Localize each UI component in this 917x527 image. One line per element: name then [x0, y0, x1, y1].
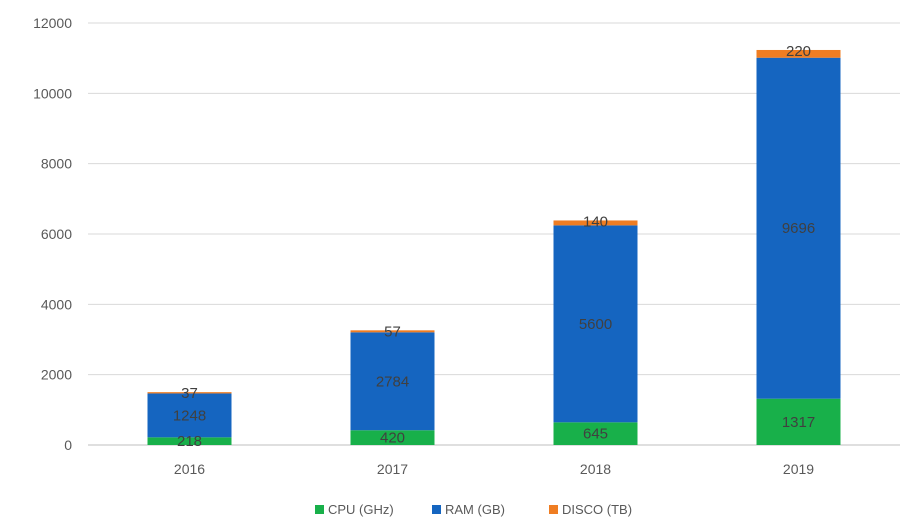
- bar-segment-ram-gb-2017: [350, 332, 435, 431]
- data-label: 140: [583, 213, 608, 230]
- legend-label: RAM (GB): [445, 502, 505, 517]
- y-tick-label: 6000: [41, 226, 72, 242]
- x-tick-label: 2018: [580, 461, 611, 477]
- x-tick-label: 2019: [783, 461, 814, 477]
- bar-segment-ram-gb-2016: [147, 393, 232, 438]
- bar-segment-disco-tb-2018: [553, 220, 638, 226]
- legend-label: DISCO (TB): [562, 502, 632, 517]
- data-label: 420: [380, 430, 405, 447]
- legend-swatch: [315, 505, 324, 514]
- y-tick-label: 0: [64, 437, 72, 453]
- bar-segment-cpu-ghz-2018: [553, 422, 638, 445]
- y-tick-label: 12000: [33, 15, 72, 31]
- x-tick-label: 2017: [377, 461, 408, 477]
- bar-segment-ram-gb-2019: [756, 57, 841, 399]
- y-axis-ticks: 0 2000 4000 6000 8000 10000 12000: [33, 15, 72, 453]
- gridlines: [88, 22, 900, 446]
- data-label: 645: [583, 426, 608, 443]
- legend-swatch: [432, 505, 441, 514]
- data-label: 2784: [376, 373, 409, 390]
- bar-segment-disco-tb-2019: [756, 49, 841, 58]
- bar-segment-cpu-ghz-2017: [350, 430, 435, 445]
- bar-segment-disco-tb-2016: [147, 392, 232, 394]
- bar-segment-cpu-ghz-2019: [756, 398, 841, 445]
- legend-label: CPU (GHz): [328, 502, 394, 517]
- data-label: 37: [181, 385, 198, 402]
- x-tick-label: 2016: [174, 461, 205, 477]
- bars: [147, 49, 841, 445]
- x-axis-ticks: 2016 2017 2018 2019: [174, 461, 814, 477]
- data-label: 9696: [782, 220, 815, 237]
- data-label: 218: [177, 433, 202, 450]
- data-label: 220: [786, 43, 811, 60]
- data-labels: 218 1248 37 420 2784 57 645 5600 140 1317 9696 220: [173, 43, 815, 450]
- y-tick-label: 4000: [41, 296, 72, 312]
- data-label: 57: [384, 323, 401, 340]
- bar-segment-disco-tb-2017: [350, 330, 435, 333]
- y-tick-label: 8000: [41, 156, 72, 172]
- legend: CPU (GHz) RAM (GB) DISCO (TB): [315, 502, 632, 517]
- y-tick-label: 10000: [33, 85, 72, 101]
- bar-segment-cpu-ghz-2016: [147, 437, 232, 445]
- data-label: 1248: [173, 407, 206, 424]
- data-label: 1317: [782, 414, 815, 431]
- data-label: 5600: [579, 316, 612, 333]
- bar-segment-ram-gb-2018: [553, 225, 638, 423]
- y-tick-label: 2000: [41, 367, 72, 383]
- legend-swatch: [549, 505, 558, 514]
